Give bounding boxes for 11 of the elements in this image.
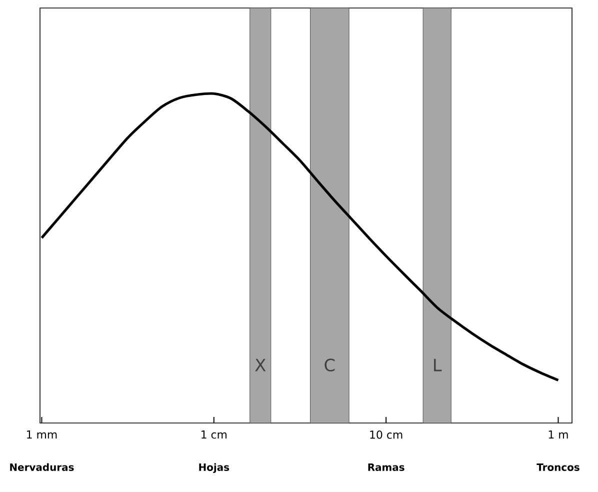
annotation: X <box>255 358 266 372</box>
x-tick-label: 1 m <box>548 430 568 438</box>
annotation: C <box>324 358 335 372</box>
text: Troncos <box>536 464 580 471</box>
x-tick-label: 1 cm <box>202 430 227 439</box>
x-tick-label: 10 cm <box>370 430 402 439</box>
x-tick-label: 1 mm <box>27 430 57 438</box>
text: Nervaduras <box>10 463 74 471</box>
annotation: L <box>434 358 442 372</box>
text: Hojas <box>199 463 230 473</box>
text: Ramas <box>368 464 404 471</box>
